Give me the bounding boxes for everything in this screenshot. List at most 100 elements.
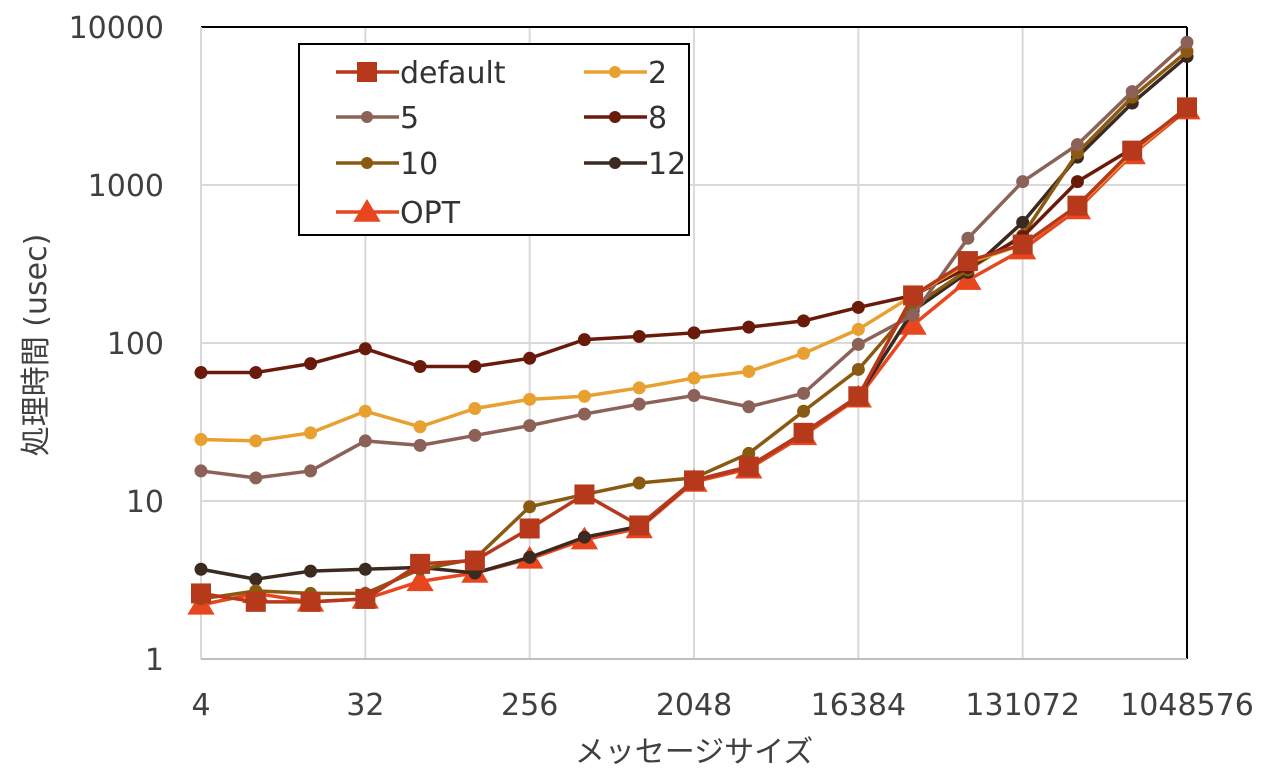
marker-circle (304, 564, 318, 578)
marker-circle (194, 433, 208, 447)
marker-square (1122, 140, 1143, 161)
y-tick-label: 10000 (69, 11, 164, 46)
marker-circle (304, 426, 318, 440)
marker-circle (1180, 44, 1194, 58)
marker-circle (742, 320, 756, 334)
marker-circle (632, 381, 646, 395)
marker-triangle (406, 568, 434, 592)
marker-circle (851, 362, 865, 376)
legend: default 2 5 8 10 12 OPT (298, 43, 690, 236)
marker-square (957, 251, 978, 272)
x-tick-label: 16384 (811, 688, 906, 723)
marker-circle (851, 337, 865, 351)
legend-item-10: 10 (336, 147, 438, 182)
series-5 (194, 35, 1194, 485)
marker-circle (361, 111, 373, 123)
marker-circle (249, 366, 263, 380)
legend-label: 10 (400, 147, 438, 182)
marker-circle (413, 420, 427, 434)
ticks: 1 10 100 1000 10000 4 32 256 2048 16384 131072 1048… (69, 11, 1254, 723)
marker-circle (413, 438, 427, 452)
y-axis-label: 処理時間 (usec) (19, 234, 54, 457)
marker-circle (742, 400, 756, 414)
marker-circle (797, 386, 811, 400)
legend-label: 2 (648, 56, 667, 91)
marker-square (519, 518, 540, 539)
marker-triangle (899, 311, 927, 335)
marker-square (1177, 97, 1197, 118)
marker-circle (742, 365, 756, 379)
y-tick-label: 10 (126, 485, 164, 520)
marker-circle (577, 407, 591, 421)
marker-circle (1070, 175, 1084, 189)
y-tick-label: 1000 (88, 169, 164, 204)
x-tick-label: 256 (501, 688, 558, 723)
marker-circle (906, 308, 920, 322)
marker-circle (523, 550, 537, 564)
legend-label: 5 (400, 101, 419, 136)
marker-circle (797, 346, 811, 360)
marker-circle (609, 157, 621, 169)
legend-item-2: 2 (584, 56, 667, 91)
marker-circle (851, 300, 865, 314)
marker-circle (194, 366, 208, 380)
marker-circle (194, 562, 208, 576)
marker-square (1012, 234, 1033, 255)
x-tick-label: 1048576 (1120, 688, 1254, 723)
legend-item-OPT: OPT (336, 196, 461, 231)
y-tick-label: 1 (145, 643, 164, 678)
marker-circle (468, 428, 482, 442)
marker-circle (523, 392, 537, 406)
marker-circle (249, 471, 263, 485)
marker-square (684, 470, 704, 491)
marker-circle (1125, 85, 1139, 99)
marker-circle (687, 326, 701, 340)
series-default (191, 97, 1197, 612)
series-layer (187, 35, 1201, 615)
marker-circle (632, 397, 646, 411)
legend-item-default: default (336, 56, 506, 91)
marker-circle (249, 572, 263, 586)
marker-square (574, 484, 595, 505)
marker-circle (358, 434, 372, 448)
marker-circle (468, 360, 482, 374)
marker-circle (1070, 138, 1084, 152)
marker-circle (797, 404, 811, 418)
x-axis-label: メッセージサイズ (575, 735, 814, 770)
marker-triangle (353, 199, 381, 222)
marker-square (903, 285, 924, 306)
marker-circle (304, 464, 318, 478)
axes (200, 26, 1188, 660)
marker-circle (358, 342, 372, 356)
marker-circle (468, 401, 482, 415)
marker-square (410, 553, 431, 574)
marker-square (357, 62, 377, 82)
marker-circle (361, 157, 373, 169)
marker-square (793, 422, 814, 443)
marker-circle (1180, 35, 1194, 49)
legend-item-8: 8 (584, 101, 667, 136)
marker-circle (413, 360, 427, 374)
marker-circle (687, 371, 701, 385)
legend-label: default (400, 56, 506, 91)
marker-circle (1016, 175, 1030, 189)
marker-circle (577, 389, 591, 403)
legend-item-12: 12 (584, 147, 686, 182)
marker-square (848, 386, 869, 407)
marker-square (355, 588, 376, 609)
marker-circle (523, 500, 537, 514)
x-tick-label: 32 (346, 688, 384, 723)
marker-circle (523, 351, 537, 365)
marker-circle (249, 434, 263, 448)
legend-label: OPT (400, 196, 461, 231)
legend-label: 12 (648, 147, 686, 182)
y-tick-label: 100 (107, 327, 164, 362)
marker-circle (609, 111, 621, 123)
marker-square (629, 515, 650, 536)
marker-circle (577, 333, 591, 347)
marker-square (464, 550, 485, 571)
marker-circle (1016, 215, 1030, 229)
marker-circle (358, 404, 372, 418)
marker-circle (194, 464, 208, 478)
